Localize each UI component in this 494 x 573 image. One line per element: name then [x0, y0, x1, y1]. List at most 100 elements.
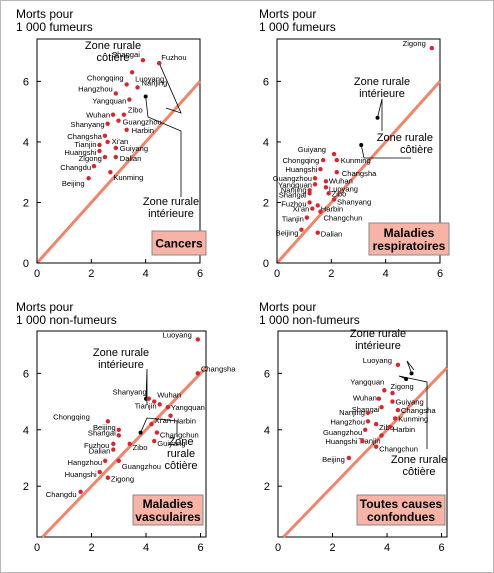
point-huangshi [360, 438, 365, 444]
y-axis-label: Morts pour 1 000 fumeurs [16, 7, 93, 34]
y-tick-label: 6 [23, 368, 29, 380]
point-zibo [121, 112, 127, 117]
point-guiyang [113, 145, 118, 151]
reference-line [282, 366, 449, 539]
y-tick-label: 6 [23, 76, 29, 88]
plot-frame [36, 330, 207, 538]
annotation-label: Zone rurale côtière [377, 132, 433, 156]
point-label-shangai: Shangai [279, 190, 307, 199]
x-tick-label: 6 [437, 268, 443, 280]
x-tick-label: 6 [438, 542, 444, 554]
point-changchun [373, 444, 379, 449]
point-label-changsha: Changsha [342, 169, 377, 178]
point-label-yangquan: Yangquan [278, 180, 312, 189]
point-kunming [334, 157, 339, 163]
point-wuhan [110, 112, 116, 117]
point-zigong [390, 390, 395, 396]
point-label-chongqing: Chongqing [282, 156, 319, 165]
point-yangquan [165, 404, 171, 410]
point-huangshi [318, 166, 323, 172]
x-tick-label: 4 [143, 268, 149, 280]
point-label-tianjin: Tianjin [282, 215, 304, 224]
point-label-changchun: Changchun [379, 445, 418, 454]
point-label-chongqing: Chongqing [53, 412, 90, 421]
point-label-xi-an: Xi'an [293, 205, 310, 214]
point-label-guangzhou: Guangzhou [273, 174, 312, 183]
y-tick-label: 4 [264, 425, 270, 437]
x-tick-label: 0 [34, 268, 40, 280]
point-tianjin [97, 142, 102, 148]
point-shanyang [105, 121, 110, 126]
point-label-shanyang: Shanyang [70, 120, 104, 129]
chart-panel-2: Morts pour 1 000 fumeurs 0 2 4 6 0 2 4 6 Zone rura… [259, 7, 450, 280]
point-guangzhou [116, 118, 121, 123]
point-guiyang [390, 399, 395, 404]
y-tick-label: 2 [264, 481, 270, 493]
point-guangzhou [116, 458, 121, 464]
point-changdu [91, 163, 97, 169]
annotation-leader [377, 98, 383, 131]
point-label-yangquan: Yangquan [350, 377, 384, 386]
point-label-fuzhou: Fuzhou [84, 441, 109, 450]
point-beijing [299, 227, 304, 232]
point-label-luoyang: Luoyang [163, 330, 192, 339]
point-nanjing [365, 410, 371, 416]
point-beijing [116, 427, 121, 432]
point-changdu [78, 489, 83, 495]
point-shangai [140, 57, 146, 63]
point-label-hangzhou: Hangzhou [330, 417, 365, 426]
point-label-guiyang: Guiyang [298, 145, 326, 154]
point-label-zigong: Zigong [111, 475, 134, 484]
annotation-leader [398, 375, 428, 449]
point-zibo [127, 441, 132, 447]
point-chongqing [105, 419, 111, 424]
point-label-shanyang: Shanyang [113, 388, 147, 397]
point-label-guangzhou: Guangzhou [123, 118, 162, 127]
point-label-changdu: Changdu [60, 163, 91, 172]
annotation-leader [145, 368, 148, 405]
point-label-hangzhou: Hangzhou [68, 458, 103, 467]
point-luoyang [395, 362, 401, 368]
annotation-leader [140, 417, 178, 437]
annotation-leader [360, 144, 411, 159]
title-box [151, 230, 207, 256]
point-label-changsha: Changsha [401, 406, 436, 415]
point-beijing [346, 455, 352, 461]
title-box [356, 494, 446, 526]
annotation-marker [138, 430, 143, 435]
reference-line [41, 366, 208, 539]
point-label-luoyang: Luoyang [329, 184, 358, 193]
point-label-zibo: Zibo [332, 189, 347, 198]
point-label-luoyang: Luoyang [135, 74, 164, 83]
point-huangshi [97, 469, 102, 475]
chart-panel-3: Morts pour 1 000 non-fumeurs 0 2 4 6 2 4 6 Zone r… [16, 300, 236, 554]
point-beijing [86, 176, 91, 181]
point-nanjing [307, 188, 312, 193]
point-tianjin [379, 433, 384, 438]
x-tick-label: 4 [384, 542, 390, 554]
y-tick-label: 6 [263, 76, 269, 88]
point-label-huangshi: Huangshi [325, 437, 357, 446]
point-guangzhou [363, 427, 368, 432]
point-harbin [168, 413, 173, 418]
point-label-guiyang: Guiyang [395, 398, 423, 407]
y-tick-label: 0 [23, 258, 29, 270]
point-label-zigong: Zigong [390, 382, 413, 391]
point-luoyang [195, 337, 201, 342]
point-zibo [326, 191, 331, 196]
point-label-harbin: Harbin [132, 126, 154, 135]
point-huangshi [97, 148, 102, 154]
point-label-harbin: Harbin [393, 425, 415, 434]
point-label-zibo: Zibo [133, 443, 148, 452]
chart-title: Cancers [155, 237, 203, 251]
y-axis-label: Morts pour 1 000 non-fumeurs [16, 300, 117, 327]
point-label-zigong: Zigong [403, 39, 426, 48]
point-label-wuhan: Wuhan [329, 176, 353, 185]
point-harbin [315, 203, 320, 208]
point-label-xi-an: Xi'an [112, 137, 129, 146]
point-zigong [429, 45, 435, 51]
point-label-tianjin: Tianjin [135, 401, 157, 410]
point-label-yangquan: Yangquan [171, 403, 205, 412]
